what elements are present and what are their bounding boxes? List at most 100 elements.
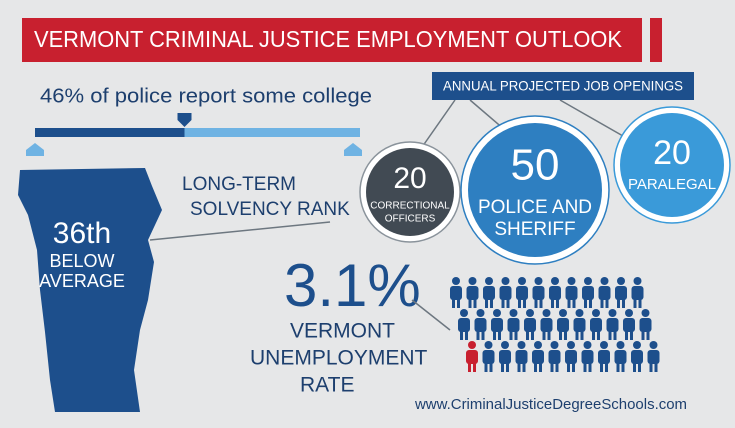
- person-head: [534, 341, 542, 349]
- person-body: [548, 350, 561, 364]
- person-body: [450, 286, 462, 300]
- job-label: CORRECTIONAL: [370, 201, 450, 212]
- person-leg: [633, 297, 637, 308]
- person-head: [542, 309, 551, 317]
- person-leg: [572, 361, 575, 372]
- person-leg: [509, 329, 513, 340]
- person-head: [592, 309, 600, 317]
- person-leg: [630, 329, 633, 340]
- person-leg: [473, 297, 477, 308]
- person-leg: [501, 361, 504, 372]
- person-leg: [539, 361, 542, 372]
- job-label: PARALEGAL: [628, 176, 716, 193]
- person-head: [452, 277, 460, 285]
- person-head: [633, 341, 641, 349]
- person-body: [466, 350, 478, 364]
- title-accent: [650, 18, 662, 62]
- person-leg: [498, 329, 501, 340]
- person-head: [551, 277, 559, 285]
- college-bar-pointer: [177, 113, 192, 127]
- connector: [411, 299, 451, 331]
- person-body: [639, 318, 652, 332]
- person-leg: [649, 361, 653, 372]
- person-body: [474, 318, 487, 332]
- person-leg: [584, 297, 587, 308]
- person-leg: [646, 329, 650, 340]
- people-grid: [450, 277, 660, 372]
- person-leg: [534, 297, 538, 308]
- person-body: [647, 350, 660, 364]
- police-circle: [468, 123, 602, 257]
- person-leg: [506, 361, 509, 372]
- person-body: [482, 350, 495, 364]
- person-body: [524, 318, 536, 332]
- person-leg: [473, 361, 476, 372]
- vermont-map: [18, 168, 162, 412]
- solvency-label: LONG-TERM: [182, 174, 296, 195]
- person-head: [518, 277, 526, 285]
- person-body: [532, 286, 545, 300]
- person-leg: [457, 297, 460, 308]
- person-leg: [600, 361, 603, 372]
- person-leg: [506, 297, 510, 308]
- person-leg: [633, 361, 636, 372]
- unemployment-label: UNEMPLOYMENT: [250, 347, 428, 370]
- person-leg: [608, 329, 612, 340]
- person-leg: [501, 297, 505, 308]
- person-head: [526, 309, 534, 317]
- person-head: [617, 277, 625, 285]
- person-leg: [555, 361, 559, 372]
- person-head: [534, 277, 543, 285]
- person-leg: [567, 361, 570, 372]
- person-leg: [526, 329, 529, 340]
- college-bar-value: [35, 128, 185, 137]
- person-body: [491, 318, 503, 332]
- solvency-rank: 36th: [53, 217, 111, 250]
- person-head: [517, 341, 526, 349]
- person-leg: [575, 329, 579, 340]
- person-head: [484, 341, 493, 349]
- person-head: [559, 309, 567, 317]
- person-leg: [476, 329, 480, 340]
- job-value: 50: [511, 141, 560, 190]
- job-value: 20: [653, 134, 691, 172]
- person-leg: [654, 361, 658, 372]
- college-bar-rest: [184, 128, 360, 137]
- person-leg: [592, 329, 595, 340]
- person-body: [623, 318, 635, 332]
- person-leg: [621, 361, 625, 372]
- person-body: [631, 286, 644, 300]
- job-openings-header: [432, 72, 694, 100]
- person-leg: [589, 297, 592, 308]
- person-head: [633, 277, 642, 285]
- person-body: [507, 318, 520, 332]
- person-leg: [517, 361, 521, 372]
- person-body: [573, 318, 586, 332]
- person-leg: [580, 329, 584, 340]
- bar-end-marker: [344, 143, 362, 156]
- person-leg: [485, 297, 488, 308]
- person-body: [499, 286, 512, 300]
- person-head: [649, 341, 658, 349]
- person-head: [600, 277, 609, 285]
- person-leg: [489, 361, 493, 372]
- person-head: [468, 341, 476, 349]
- person-body: [483, 286, 495, 300]
- person-leg: [588, 361, 592, 372]
- title: VERMONT CRIMINAL JUSTICE EMPLOYMENT OUTL…: [34, 26, 623, 52]
- unemployment-rate: 3.1%: [284, 252, 421, 319]
- person-head: [567, 341, 575, 349]
- connector: [559, 99, 631, 141]
- person-head: [616, 341, 625, 349]
- person-head: [584, 277, 592, 285]
- college-bar-group: [35, 113, 360, 137]
- connector: [149, 221, 331, 241]
- person-leg: [583, 361, 587, 372]
- person-body: [549, 286, 561, 300]
- person-body: [606, 318, 619, 332]
- job-label: OFFICERS: [385, 214, 436, 225]
- person-leg: [613, 329, 617, 340]
- person-leg: [641, 329, 645, 340]
- person-leg: [572, 297, 576, 308]
